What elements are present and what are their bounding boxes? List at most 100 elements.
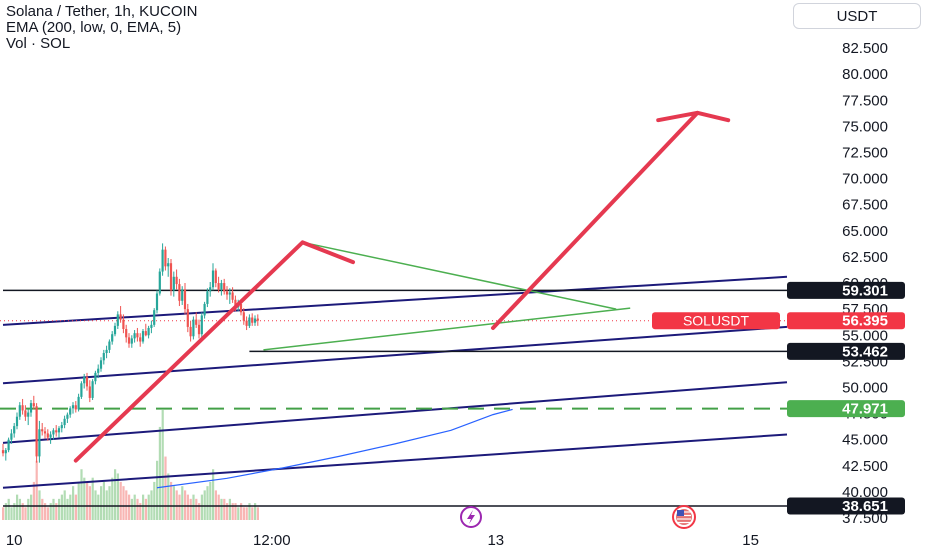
volume-bar [231,503,234,520]
candle-body [251,317,254,323]
volume-bar [189,498,192,520]
volume-bar [32,481,35,520]
volume-bar [24,507,27,520]
volume-bar [226,503,229,520]
candle-body [55,430,58,433]
price-label-box [787,497,905,515]
volume-bar [119,481,122,520]
symbol-tag-box [652,312,780,330]
candle-body [18,405,21,417]
time-tick-label: 15 [742,532,759,549]
candle-body [136,333,139,338]
candle-body [49,434,52,438]
dividend-event-icon[interactable] [460,506,482,528]
candle-body [155,293,159,311]
symbol-title: Solana / Tether, 1h, KUCOIN [6,3,198,20]
volume-bar [66,498,69,520]
volume-bar [147,494,150,520]
volume-bar [245,507,248,520]
volume-bar [35,460,38,520]
candle-body [71,405,75,409]
candle-body [203,303,206,316]
price-tick-label: 40.000 [842,484,888,501]
volume-bar [38,490,41,520]
candle-body [77,396,80,410]
volume-bar [18,498,21,520]
time-axis-background [0,528,790,550]
price-tick-label: 77.500 [842,92,888,109]
price-label-value: 47.971 [842,401,888,418]
volume-bar [153,481,156,520]
candle-body [253,318,257,323]
volume-bar [63,490,66,520]
candle-body [239,303,243,313]
volume-bar [69,494,72,520]
candle-body [119,314,122,320]
volume-bar [195,498,198,520]
candle-body [231,292,234,300]
candle-body [158,271,161,294]
volume-bar [172,486,175,520]
price-tick-label: 62.500 [842,249,888,266]
candle-body [35,406,38,457]
price-label-symbol: 56.395 SOLUSDT [652,312,905,330]
candle-body [192,319,195,337]
candle-body [94,372,97,382]
candle-body [147,327,150,336]
channel-line [2,433,788,489]
volume-bar [139,503,142,520]
candle-body [234,299,237,308]
candle-body [161,249,164,272]
volume-bar [52,498,55,520]
time-axis: 10 12:00 13 15 [0,528,790,550]
candle-body [111,334,114,342]
price-tick-label: 42.500 [842,458,888,475]
candle-body [60,425,63,429]
volume-label: Vol · SOL [6,35,71,52]
volume-bar [46,507,49,520]
volume-bar [111,477,114,520]
price-label-value: 59.301 [842,282,888,299]
volume-bar [133,494,136,520]
price-label-value: 53.462 [842,343,888,360]
candle-body [99,360,103,369]
volume-bar [178,494,181,520]
candle-body [52,430,55,435]
candle-body [29,403,33,413]
volume-bar [242,507,245,520]
volume-bar [108,486,111,520]
volume-bar [116,473,119,520]
volume-bar [251,507,254,520]
volume-bar [161,410,164,520]
candle-body [91,381,94,398]
volume-bar [240,503,243,520]
price-tick-label: 55.000 [842,327,888,344]
price-tick-label: 65.000 [842,223,888,240]
candle-body [220,283,223,290]
us-flag-event-icon[interactable] [672,505,696,529]
chart-legend[interactable]: Solana / Tether, 1h, KUCOIN EMA (200, lo… [6,4,198,52]
volume-bar [144,498,147,520]
price-label-support: 53.462 [787,342,905,360]
red-arrow [73,240,355,463]
volume-bar [248,503,251,520]
volume-bar [128,494,131,520]
candle-body [130,338,133,344]
volume-bar [217,494,220,520]
candles [1,243,259,463]
volume-bar [102,481,105,520]
red-arrow [656,110,700,123]
candle-body [1,450,5,454]
candle-body [183,289,187,310]
volume-bar [156,460,159,520]
currency-button[interactable]: USDT [793,3,921,29]
candle-body [195,319,198,325]
price-axis-background [790,0,932,550]
price-label-ema: 47.971 [787,400,905,418]
candle-body [172,276,175,291]
volume-bar [209,481,212,520]
volume-bar [91,477,94,520]
price-label-box [787,400,905,418]
candle-body [15,416,19,427]
